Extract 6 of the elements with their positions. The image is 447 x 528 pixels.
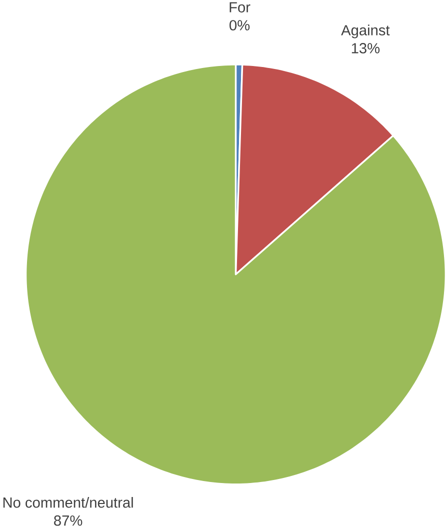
- data-label: 13%: [352, 43, 380, 54]
- slice-label: For: [230, 2, 250, 12]
- slice-label: No comment/neutral: [4, 497, 134, 508]
- slice-label: Against: [341, 24, 390, 38]
- data-label: 0%: [230, 20, 250, 30]
- data-label: 87%: [54, 515, 82, 526]
